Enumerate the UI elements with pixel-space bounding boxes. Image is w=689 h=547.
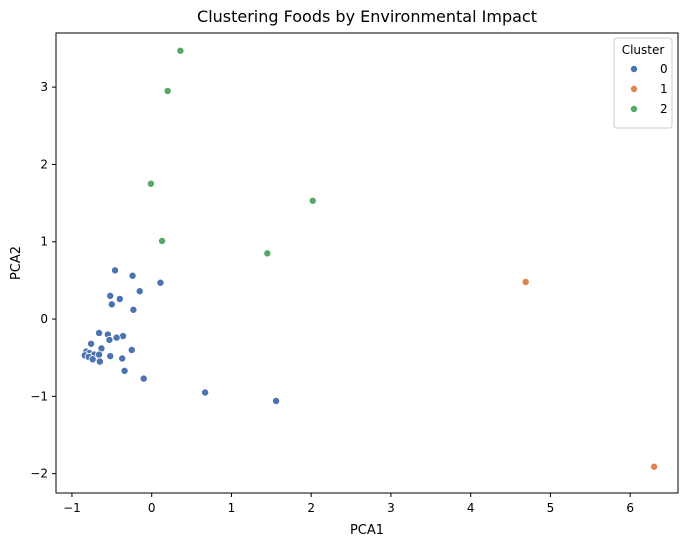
data-point-cluster-0 — [115, 294, 124, 303]
data-point-cluster-0 — [135, 287, 144, 296]
legend-label-2: 2 — [660, 102, 668, 116]
data-point-cluster-2 — [146, 179, 155, 188]
data-point-cluster-0 — [88, 355, 97, 364]
y-tick-label: 3 — [40, 80, 48, 94]
data-point-cluster-0 — [129, 305, 138, 314]
data-point-cluster-0 — [118, 354, 127, 363]
data-point-cluster-1 — [521, 277, 530, 286]
data-point-cluster-2 — [163, 86, 172, 95]
legend-marker-1 — [630, 85, 639, 94]
legend-title: Cluster — [622, 43, 665, 57]
data-point-cluster-0 — [105, 335, 114, 344]
x-tick-label: −1 — [63, 501, 81, 515]
data-point-cluster-0 — [95, 357, 104, 366]
data-point-cluster-0 — [112, 333, 121, 342]
legend: Cluster 0 1 2 — [613, 37, 673, 129]
data-point-cluster-0 — [272, 396, 281, 405]
y-tick-label: −1 — [30, 389, 48, 403]
legend-label-1: 1 — [660, 82, 668, 96]
data-point-cluster-0 — [201, 388, 210, 397]
data-point-cluster-1 — [650, 462, 659, 471]
x-tick-label: 2 — [307, 501, 315, 515]
y-tick-label: −2 — [30, 467, 48, 481]
x-tick-label: 3 — [387, 501, 395, 515]
data-points — [80, 46, 659, 471]
legend-marker-0 — [630, 65, 639, 74]
data-point-cluster-2 — [176, 46, 185, 55]
data-point-cluster-0 — [87, 339, 96, 348]
data-point-cluster-2 — [308, 196, 317, 205]
data-point-cluster-0 — [106, 352, 115, 361]
data-point-cluster-0 — [95, 328, 104, 337]
y-tick-label: 2 — [40, 157, 48, 171]
y-tick-label: 0 — [40, 312, 48, 326]
data-point-cluster-0 — [107, 300, 116, 309]
plot-area — [55, 32, 679, 494]
x-tick-label: 0 — [148, 501, 156, 515]
legend-marker-2 — [630, 105, 639, 114]
x-tick-label: 4 — [467, 501, 475, 515]
data-point-cluster-0 — [127, 345, 136, 354]
x-tick-label: 6 — [626, 501, 634, 515]
data-point-cluster-2 — [158, 236, 167, 245]
x-tick-label: 1 — [228, 501, 236, 515]
x-axis: −1 0 1 2 3 4 5 6 — [63, 493, 634, 515]
x-axis-label: PCA1 — [350, 523, 384, 538]
plot-frame — [55, 32, 679, 494]
legend-label-0: 0 — [660, 62, 668, 76]
data-point-cluster-0 — [120, 366, 129, 375]
data-point-cluster-0 — [106, 291, 115, 300]
chart-title: Clustering Foods by Environmental Impact — [197, 7, 537, 26]
data-point-cluster-2 — [263, 249, 272, 258]
data-point-cluster-0 — [139, 374, 148, 383]
y-axis: −2 −1 0 1 2 3 — [30, 80, 56, 481]
x-tick-label: 5 — [547, 501, 555, 515]
y-tick-label: 1 — [40, 235, 48, 249]
data-point-cluster-0 — [128, 271, 137, 280]
legend-box — [613, 37, 673, 129]
data-point-cluster-0 — [156, 278, 165, 287]
data-point-cluster-0 — [95, 350, 104, 359]
data-point-cluster-0 — [111, 266, 120, 275]
y-axis-label: PCA2 — [9, 246, 24, 280]
